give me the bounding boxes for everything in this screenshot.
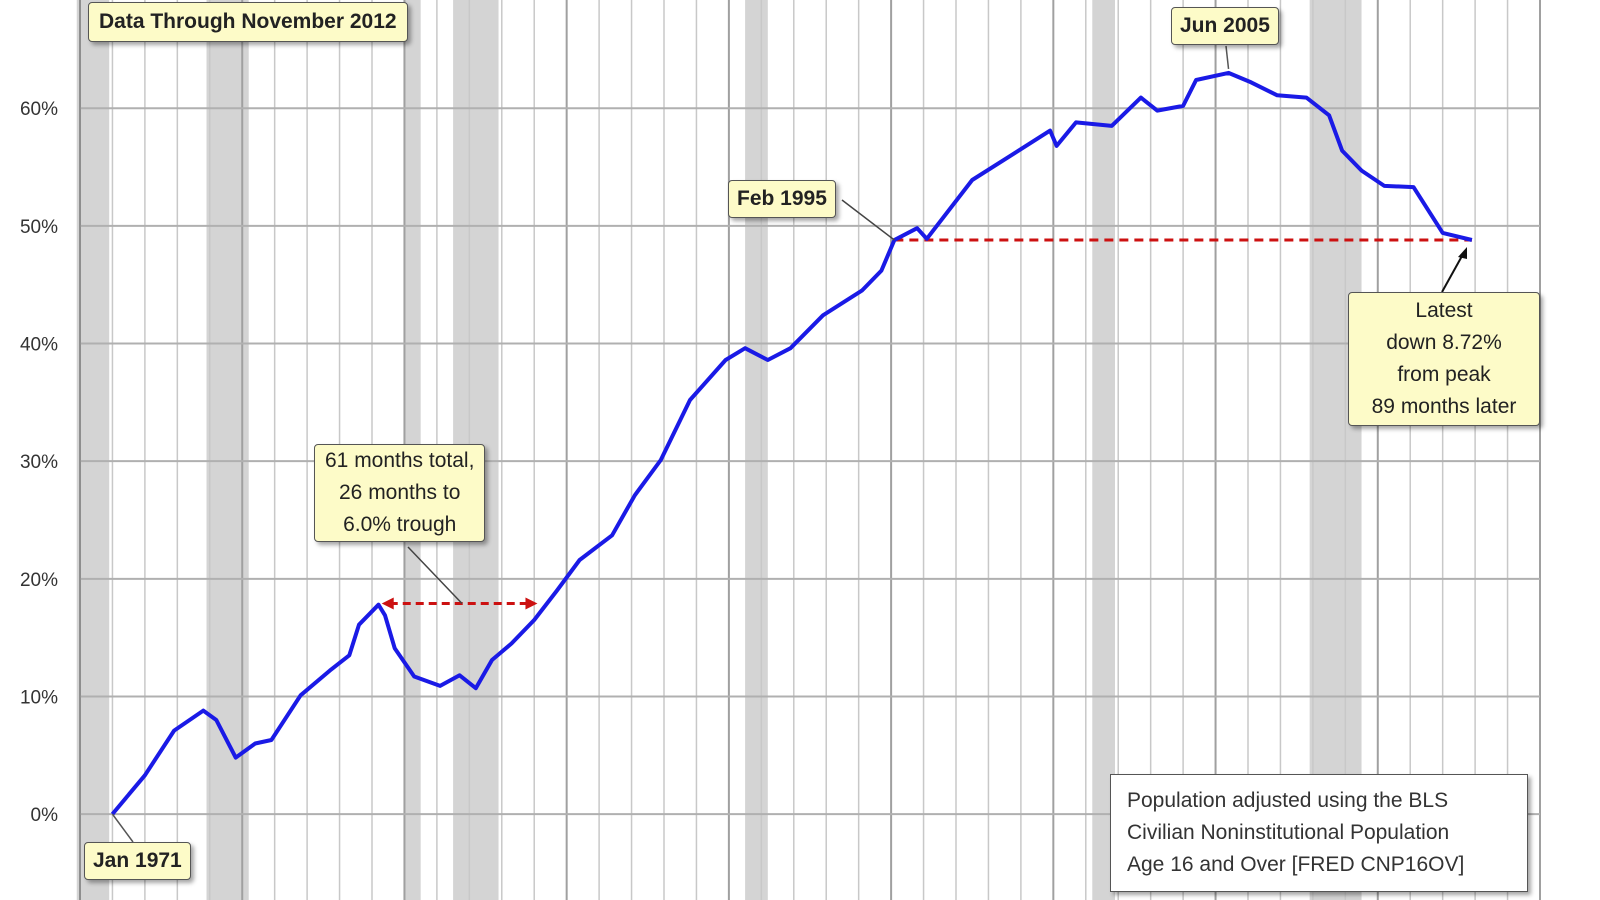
series-line [110, 70, 1473, 816]
annotation-trough: 61 months total, 26 months to 6.0% troug… [314, 444, 486, 542]
recession-band [1092, 0, 1115, 900]
annotation-latest: Latest down 8.72% from peak 89 months la… [1348, 292, 1540, 426]
annotation-feb-1995: Feb 1995 [728, 180, 836, 218]
leader-feb-1995 [841, 199, 895, 241]
source-note: Population adjusted using the BLS Civili… [1110, 774, 1528, 892]
leader-start [111, 813, 134, 843]
latest-line-2: down 8.72% [1386, 331, 1502, 354]
latest-line-1: Latest [1415, 299, 1473, 322]
latest-line-3: from peak [1397, 363, 1491, 386]
duration-arrowhead-right [525, 597, 538, 610]
note-line-2: Civilian Noninstitutional Population [1127, 821, 1450, 844]
annotation-start: Jan 1971 [84, 842, 191, 880]
trough-line-3: 6.0% trough [343, 513, 457, 536]
y-tick-label: 50% [20, 217, 58, 238]
y-tick-label: 10% [20, 687, 58, 708]
annotation-peak: Jun 2005 [1171, 7, 1279, 45]
y-tick-label: 20% [20, 570, 58, 591]
duration-arrowhead-left [381, 597, 394, 610]
leader-peak [1225, 45, 1230, 70]
leader-latest [1441, 255, 1463, 293]
leader-latest-arrowhead [1458, 247, 1467, 259]
latest-line-4: 89 months later [1371, 395, 1517, 418]
recession-band [745, 0, 768, 900]
y-tick-label: 40% [20, 335, 58, 356]
chart-title: Data Through November 2012 [88, 2, 408, 42]
leader-trough [407, 546, 463, 605]
recession-band [76, 0, 110, 900]
note-line-3: Age 16 and Over [FRED CNP16OV] [1127, 853, 1465, 876]
trough-line-2: 26 months to [339, 481, 461, 504]
y-tick-label: 0% [31, 805, 59, 826]
trough-line-1: 61 months total, [325, 449, 475, 472]
y-tick-label: 60% [20, 99, 58, 120]
y-tick-label: 30% [20, 452, 58, 473]
note-line-1: Population adjusted using the BLS [1127, 789, 1449, 812]
recession-band [1309, 0, 1362, 900]
